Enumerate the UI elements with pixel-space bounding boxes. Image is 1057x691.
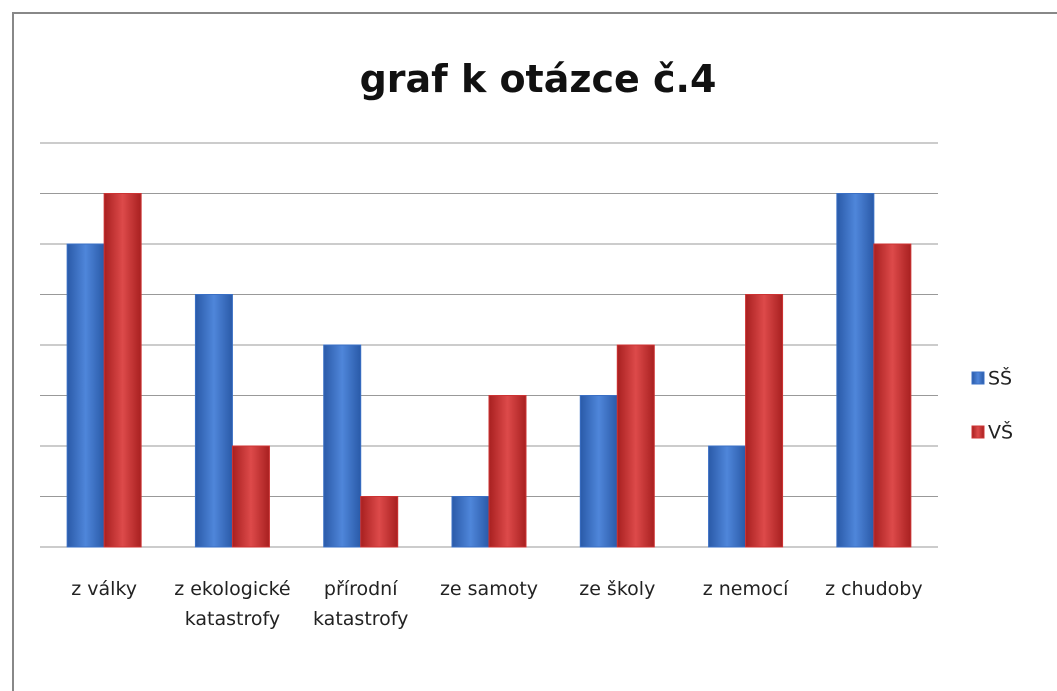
chart-title: graf k otázce č.4 <box>360 57 717 101</box>
bar <box>451 496 490 548</box>
bar <box>488 395 527 548</box>
x-tick-label: z chudoby <box>825 578 923 600</box>
legend-swatch <box>971 425 985 439</box>
x-tick-label: z války <box>71 578 138 600</box>
bar <box>103 193 142 548</box>
bar <box>360 496 399 548</box>
x-tick-label: ze samoty <box>439 578 539 600</box>
bar <box>231 445 270 548</box>
bar <box>836 193 875 548</box>
bar <box>579 395 618 548</box>
legend-label: VŠ <box>988 420 1013 444</box>
bar <box>616 344 655 548</box>
bar <box>873 243 912 548</box>
x-tick-label: ze školy <box>579 578 656 600</box>
bar <box>745 294 784 548</box>
x-tick-label: z nemocí <box>702 578 789 600</box>
legend-swatch <box>971 371 985 385</box>
bar <box>194 294 233 548</box>
bar <box>708 445 747 548</box>
x-tick-label: přírodní katastrofy <box>313 578 409 630</box>
chart-frame <box>12 12 1057 691</box>
legend-label: SŠ <box>988 366 1012 390</box>
x-tick-label: z ekologické katastrofy <box>174 578 291 630</box>
bar <box>323 344 362 548</box>
bar <box>66 243 105 548</box>
